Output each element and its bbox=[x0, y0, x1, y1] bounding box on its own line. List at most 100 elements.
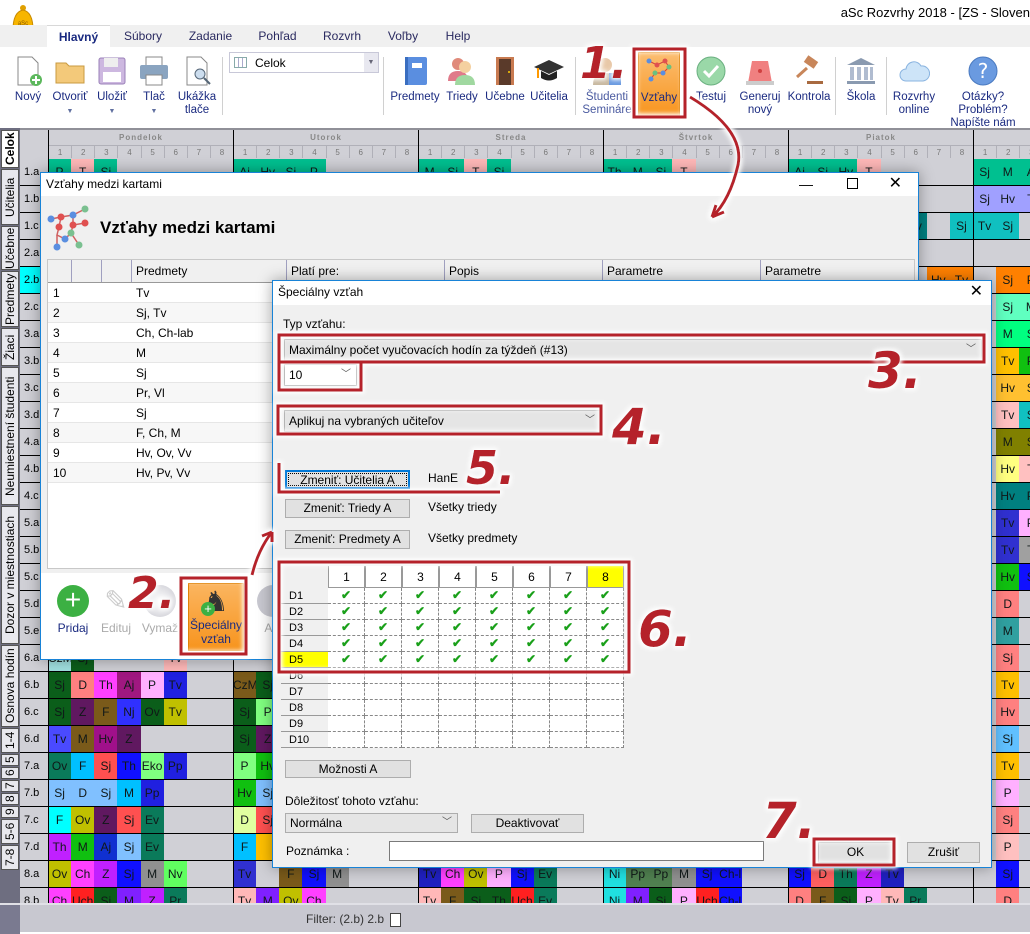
checkmark-icon[interactable]: ✔ bbox=[328, 652, 365, 668]
lesson-card[interactable]: Nv bbox=[163, 861, 187, 887]
lesson-card[interactable]: M bbox=[117, 888, 141, 903]
relation-type-select[interactable]: Maximálny počet vyučovacích hodín za týž… bbox=[284, 339, 982, 361]
lesson-card[interactable]: Z bbox=[140, 888, 164, 903]
row-label-7.b[interactable]: 7.b bbox=[20, 780, 48, 807]
lesson-card[interactable]: Tv bbox=[233, 861, 257, 887]
row-label-5.a[interactable]: 5.a bbox=[20, 510, 48, 537]
tab-pohlad[interactable]: Pohľad bbox=[258, 29, 297, 43]
lesson-card[interactable]: A bbox=[1019, 159, 1030, 185]
lesson-card[interactable]: Ev bbox=[533, 888, 557, 903]
side-tab[interactable]: 5 bbox=[1, 754, 19, 766]
lesson-card[interactable]: Uch bbox=[71, 888, 95, 903]
generate-new-button[interactable]: Generuj nový bbox=[735, 47, 785, 125]
side-tab[interactable]: 5-6 bbox=[1, 819, 19, 844]
lesson-card[interactable]: Sj bbox=[94, 780, 118, 806]
grid-column-header[interactable]: 8 bbox=[587, 566, 624, 588]
view-combo[interactable]: Celok ▼ bbox=[229, 52, 379, 73]
grid-cell[interactable] bbox=[365, 716, 402, 732]
lesson-card[interactable]: Z bbox=[94, 861, 118, 887]
checkmark-icon[interactable]: ✔ bbox=[587, 604, 624, 620]
checkmark-icon[interactable]: ✔ bbox=[513, 636, 550, 652]
row-label-6.a[interactable]: 6.a bbox=[20, 645, 48, 672]
lesson-card[interactable]: Sj bbox=[996, 861, 1020, 887]
checkmark-icon[interactable]: ✔ bbox=[476, 604, 513, 620]
side-tab[interactable]: 6 bbox=[1, 767, 19, 779]
row-label-5.c[interactable]: 5.c bbox=[20, 564, 48, 591]
apply-to-select[interactable]: Aplikuj na vybraných učiteľov ﹀ bbox=[284, 410, 601, 432]
lesson-card[interactable]: Tv bbox=[418, 888, 442, 903]
ok-button[interactable]: OK bbox=[818, 842, 893, 863]
lesson-card[interactable]: Pp bbox=[163, 753, 187, 779]
lesson-card[interactable]: Sj bbox=[973, 159, 997, 185]
lesson-card[interactable]: D bbox=[233, 807, 257, 833]
lesson-card[interactable]: M bbox=[71, 834, 95, 860]
change-teachers-button[interactable]: Zmeniť: Učitelia A bbox=[285, 470, 410, 489]
grid-cell[interactable] bbox=[402, 684, 439, 700]
count-select[interactable]: 10 ﹀ bbox=[284, 364, 357, 386]
grid-cell[interactable] bbox=[587, 732, 624, 748]
grid-column-header[interactable]: 5 bbox=[476, 566, 513, 588]
lesson-card[interactable]: F bbox=[441, 888, 465, 903]
lesson-card[interactable]: T bbox=[1019, 456, 1030, 482]
row-label-1.a[interactable]: 1.a bbox=[20, 159, 48, 186]
deactivate-button[interactable]: Deaktivovať bbox=[471, 814, 584, 833]
checkmark-icon[interactable]: ✔ bbox=[402, 620, 439, 636]
print-button[interactable]: Tlač ▼ bbox=[138, 47, 170, 125]
row-label-6.c[interactable]: 6.c bbox=[20, 699, 48, 726]
row-label-6.b[interactable]: 6.b bbox=[20, 672, 48, 699]
lesson-card[interactable]: CzM bbox=[233, 672, 257, 698]
note-input[interactable] bbox=[389, 841, 764, 861]
lesson-card[interactable]: P bbox=[233, 753, 257, 779]
lesson-card[interactable]: Uch bbox=[510, 888, 534, 903]
lesson-card[interactable]: P bbox=[1019, 510, 1030, 536]
filter-search-icon[interactable] bbox=[390, 912, 402, 927]
lesson-card[interactable]: F bbox=[48, 807, 72, 833]
lesson-card[interactable]: Aj bbox=[94, 834, 118, 860]
column-header[interactable]: Popis bbox=[445, 260, 603, 282]
lesson-card[interactable]: Eko bbox=[140, 753, 164, 779]
lesson-card[interactable]: Sj bbox=[117, 807, 141, 833]
grid-cell[interactable] bbox=[402, 732, 439, 748]
grid-cell[interactable] bbox=[365, 700, 402, 716]
special-relation-button[interactable]: ♞ + Špeciálny vzťah bbox=[188, 583, 244, 651]
side-tab[interactable]: 1-4 bbox=[1, 728, 19, 753]
lesson-card[interactable]: Aj bbox=[117, 672, 141, 698]
lesson-card[interactable]: F bbox=[811, 888, 835, 903]
grid-cell[interactable] bbox=[550, 684, 587, 700]
lesson-card[interactable]: M bbox=[140, 861, 164, 887]
row-label-4.c[interactable]: 4.c bbox=[20, 483, 48, 510]
grid-cell[interactable] bbox=[587, 684, 624, 700]
checkmark-icon[interactable]: ✔ bbox=[587, 620, 624, 636]
lesson-card[interactable]: S bbox=[1019, 402, 1030, 428]
lesson-card[interactable]: Sj bbox=[996, 645, 1020, 671]
lesson-card[interactable]: D bbox=[788, 888, 812, 903]
grid-cell[interactable] bbox=[365, 668, 402, 684]
lesson-card[interactable]: Sj bbox=[996, 807, 1020, 833]
close-icon[interactable]: ✕ bbox=[888, 175, 902, 192]
checkmark-icon[interactable]: ✔ bbox=[587, 652, 624, 668]
lesson-card[interactable]: M bbox=[71, 726, 95, 752]
lesson-card[interactable]: Sj bbox=[996, 726, 1020, 752]
lesson-card[interactable]: Hv bbox=[996, 375, 1020, 401]
grid-cell[interactable] bbox=[513, 684, 550, 700]
column-header[interactable]: Parametre bbox=[603, 260, 761, 282]
check-button[interactable]: Kontrola bbox=[786, 47, 832, 125]
lesson-card[interactable]: Hv bbox=[996, 699, 1020, 725]
lesson-card[interactable]: D bbox=[996, 591, 1020, 617]
lesson-card[interactable]: Tv bbox=[996, 753, 1020, 779]
checkmark-icon[interactable]: ✔ bbox=[402, 652, 439, 668]
lesson-card[interactable]: Tv bbox=[163, 699, 187, 725]
lesson-card[interactable]: Tv bbox=[996, 510, 1020, 536]
lesson-card[interactable]: Sj bbox=[117, 861, 141, 887]
lesson-card[interactable]: P bbox=[996, 780, 1020, 806]
checkmark-icon[interactable]: ✔ bbox=[550, 604, 587, 620]
lesson-card[interactable]: Hv bbox=[94, 726, 118, 752]
change-subjects-button[interactable]: Zmeniť: Predmety A bbox=[285, 530, 410, 549]
lesson-card[interactable]: Ch bbox=[71, 861, 95, 887]
side-tab[interactable]: Dozor v miestnostiach bbox=[1, 506, 19, 644]
checkmark-icon[interactable]: ✔ bbox=[513, 652, 550, 668]
lesson-card[interactable]: S bbox=[1019, 321, 1030, 347]
lesson-card[interactable]: F bbox=[233, 834, 257, 860]
checkmark-icon[interactable]: ✔ bbox=[476, 652, 513, 668]
checkmark-icon[interactable]: ✔ bbox=[402, 636, 439, 652]
